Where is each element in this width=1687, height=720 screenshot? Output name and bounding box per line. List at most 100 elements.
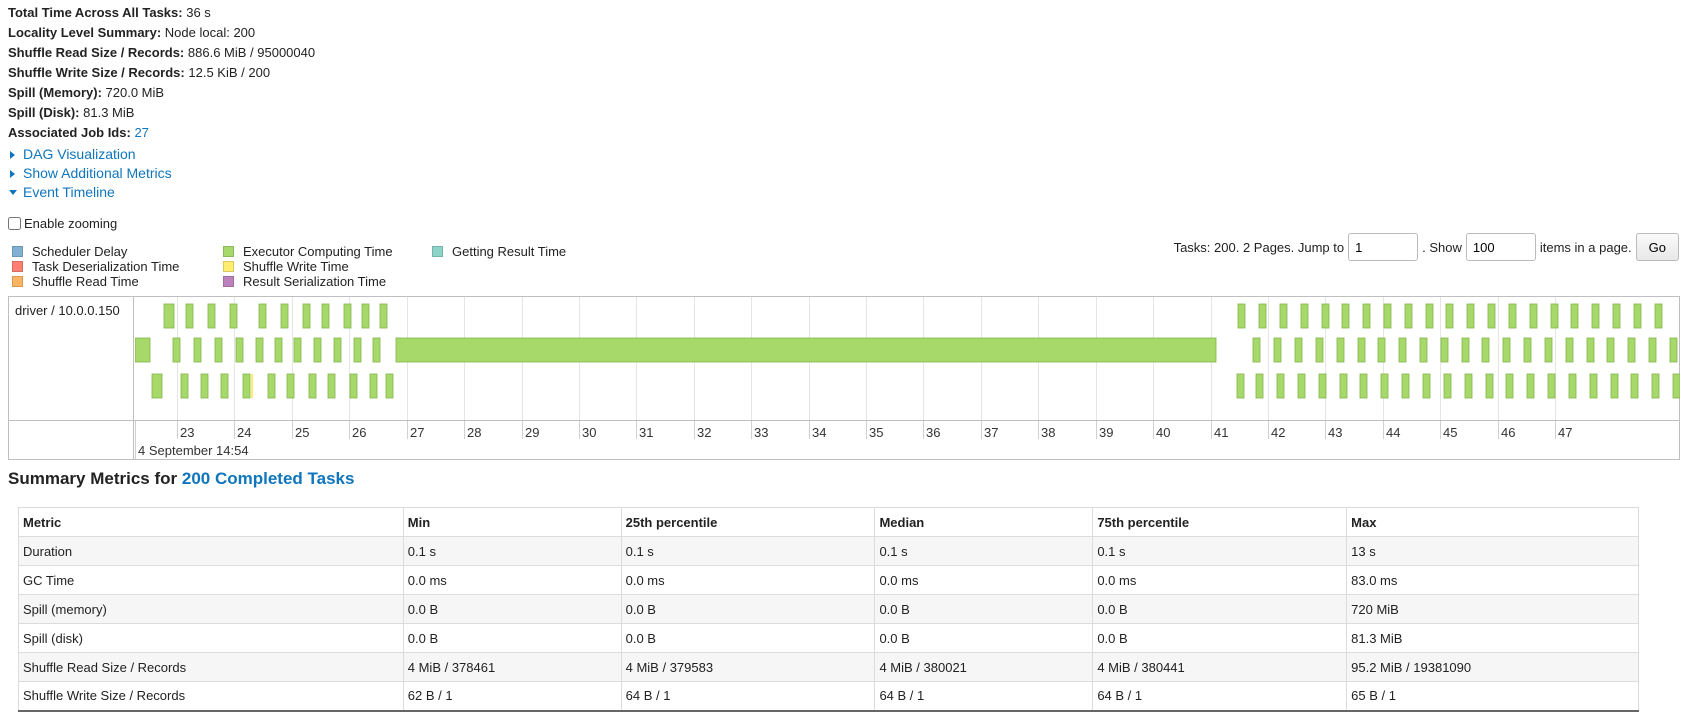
task-bar	[1398, 337, 1407, 363]
column-header: Min	[402, 507, 622, 537]
summary-locality: Locality Level Summary: Node local: 200	[8, 25, 256, 40]
task-bar	[135, 337, 151, 363]
shuffle-write-segment	[251, 374, 253, 398]
axis-tick-label: 46	[1501, 425, 1515, 440]
axis-tick-label: 27	[410, 425, 424, 440]
metric-value-cell: 0.0 B	[620, 594, 876, 624]
event-timeline[interactable]: driver / 10.0.0.150 23 24 25 26 27 28 29 30 31 32…	[8, 296, 1680, 460]
task-bar	[242, 373, 251, 399]
task-bar	[1565, 337, 1574, 363]
metric-value-cell: 64 B / 1	[874, 681, 1094, 712]
metric-name-cell: Duration	[18, 536, 404, 566]
axis-tick-label: 40	[1156, 425, 1170, 440]
axis-tick-label: 42	[1271, 425, 1285, 440]
metric-value-cell: 4 MiB / 380441	[1092, 652, 1348, 682]
additional-metrics-toggle[interactable]: Show Additional Metrics	[8, 163, 172, 183]
axis-tick-label: 37	[984, 425, 998, 440]
task-bar	[333, 337, 342, 363]
task-bar	[1669, 337, 1678, 363]
axis-major-label: 4 September 14:54	[138, 443, 249, 458]
swatch-executor-computing	[223, 246, 234, 257]
task-bar	[1606, 337, 1615, 363]
job-id-link[interactable]: 27	[134, 125, 149, 140]
metric-name-cell: Shuffle Write Size / Records	[18, 681, 404, 712]
summary-spill-memory: Spill (Memory): 720.0 MiB	[8, 85, 165, 100]
task-bar	[1610, 373, 1619, 399]
task-bar	[1445, 303, 1454, 329]
task-bar	[185, 303, 194, 329]
task-bar	[1568, 373, 1577, 399]
task-bar	[1252, 337, 1261, 363]
task-bar	[214, 337, 223, 363]
column-header: Metric	[18, 507, 404, 537]
task-bar	[1440, 337, 1449, 363]
executor-group-label: driver / 10.0.0.150	[15, 303, 120, 318]
event-timeline-toggle[interactable]: Event Timeline	[8, 182, 115, 202]
table-row: Spill (memory) 0.0 B 0.0 B 0.0 B 0.0 B 720 Mi…	[18, 594, 1639, 624]
task-bar	[1485, 373, 1494, 399]
task-bar	[313, 337, 322, 363]
metric-value-cell: 0.1 s	[402, 536, 622, 566]
task-bar	[343, 303, 352, 329]
caret-down-icon	[9, 189, 17, 195]
swatch-getting-result	[432, 246, 443, 257]
completed-tasks-link[interactable]: 200 Completed Tasks	[181, 469, 355, 488]
axis-tick-label: 35	[869, 425, 883, 440]
column-header: 75th percentile	[1092, 507, 1348, 537]
metric-value-cell: 0.0 B	[874, 594, 1094, 624]
task-bar	[1380, 373, 1389, 399]
task-bar	[1591, 303, 1600, 329]
metric-value-cell: 0.0 ms	[402, 565, 622, 595]
metric-value-cell: 0.0 ms	[620, 565, 876, 595]
page-size-input[interactable]	[1465, 233, 1536, 261]
task-bar	[1237, 303, 1246, 329]
axis-tick-label: 36	[926, 425, 940, 440]
task-bar	[172, 337, 181, 363]
metric-value-cell: 0.0 B	[402, 623, 622, 653]
caret-right-icon	[10, 150, 15, 159]
go-button[interactable]: Go	[1635, 233, 1679, 261]
task-bar	[379, 303, 388, 329]
task-bar	[1633, 303, 1642, 329]
task-bar	[229, 303, 238, 329]
table-row: Duration 0.1 s 0.1 s 0.1 s 0.1 s 13 s	[18, 536, 1639, 566]
task-bar	[1341, 303, 1350, 329]
task-bar	[1630, 373, 1639, 399]
enable-zooming-checkbox[interactable]	[8, 217, 21, 230]
task-bar	[1443, 373, 1452, 399]
task-bar	[1487, 303, 1496, 329]
page-jump-input[interactable]	[1348, 233, 1419, 261]
task-bar	[369, 373, 378, 399]
metric-value-cell: 64 B / 1	[1092, 681, 1348, 712]
metric-value-cell: 65 B / 1	[1346, 681, 1639, 712]
dag-visualization-toggle[interactable]: DAG Visualization	[8, 144, 136, 164]
task-bar	[1654, 303, 1663, 329]
task-bar	[180, 373, 189, 399]
summary-metrics-title: Summary Metrics for 200 Completed Tasks	[8, 469, 355, 488]
task-bar	[163, 303, 175, 329]
task-bar	[1315, 337, 1324, 363]
task-bar	[385, 373, 394, 399]
task-bar	[349, 373, 358, 399]
metric-name-cell: Spill (disk)	[18, 623, 404, 653]
task-bar	[1544, 337, 1553, 363]
axis-tick-label: 28	[467, 425, 481, 440]
task-bar	[1377, 337, 1386, 363]
metric-value-cell: 4 MiB / 380021	[874, 652, 1094, 682]
task-bar	[1279, 303, 1288, 329]
timeline-canvas[interactable]: 23 24 25 26 27 28 29 30 31 32 33 34 35 36 37 38 39 40 41 42…	[135, 297, 1680, 459]
task-bar	[1461, 337, 1470, 363]
task-bar	[1505, 373, 1514, 399]
axis-tick-label: 43	[1328, 425, 1342, 440]
task-bar	[1481, 337, 1490, 363]
metric-value-cell: 0.1 s	[620, 536, 876, 566]
summary-shuffle-write: Shuffle Write Size / Records: 12.5 KiB /…	[8, 65, 271, 80]
metric-value-cell: 0.1 s	[874, 536, 1094, 566]
enable-zooming[interactable]: Enable zooming	[8, 215, 117, 233]
metric-value-cell: 0.0 B	[1092, 623, 1348, 653]
task-bar	[258, 303, 267, 329]
task-bar	[353, 337, 362, 363]
axis-tick-label: 33	[754, 425, 768, 440]
task-bar	[395, 337, 1217, 363]
task-bar	[200, 373, 209, 399]
